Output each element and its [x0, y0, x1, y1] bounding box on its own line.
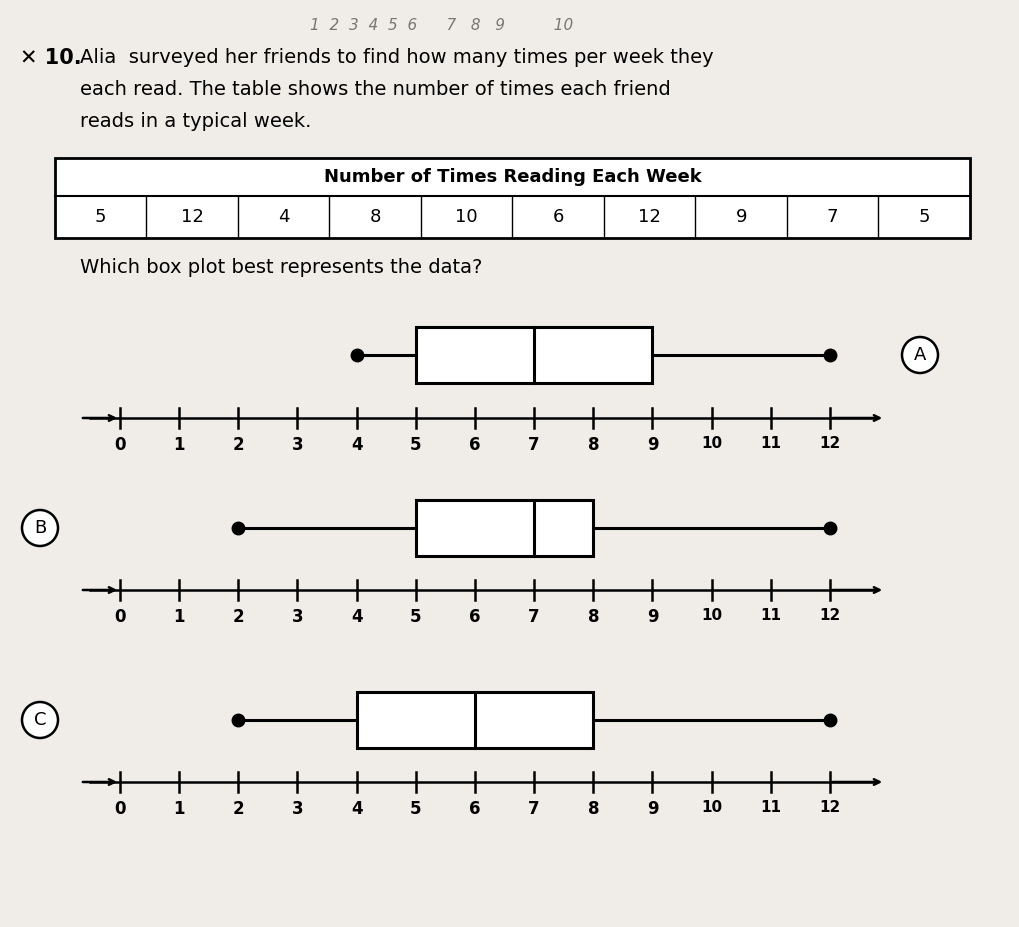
Text: 5: 5: [410, 800, 421, 818]
Text: 3: 3: [291, 608, 303, 626]
Text: 10: 10: [700, 436, 721, 451]
Text: 0: 0: [114, 608, 125, 626]
Text: 10: 10: [455, 208, 478, 226]
Bar: [55, 158, 969, 238]
Text: 12: 12: [818, 608, 840, 623]
Text: 8: 8: [587, 608, 598, 626]
Text: 7: 7: [826, 208, 838, 226]
Text: 9: 9: [646, 608, 657, 626]
Text: Alia  surveyed her friends to find how many times per week they: Alia surveyed her friends to find how ma…: [79, 48, 713, 67]
Text: reads in a typical week.: reads in a typical week.: [79, 112, 311, 131]
Text: 1  2  3  4  5  6      7   8   9          10: 1 2 3 4 5 6 7 8 9 10: [310, 18, 573, 33]
Text: 0: 0: [114, 800, 125, 818]
Text: 7: 7: [528, 436, 539, 454]
Text: 9: 9: [646, 436, 657, 454]
Text: 10: 10: [700, 608, 721, 623]
Text: 6: 6: [552, 208, 564, 226]
Text: 3: 3: [291, 800, 303, 818]
Text: 12: 12: [638, 208, 660, 226]
Text: 11: 11: [759, 800, 781, 815]
Bar: [416, 327, 652, 383]
Text: 4: 4: [351, 608, 362, 626]
Text: 6: 6: [469, 608, 480, 626]
Text: 9: 9: [646, 800, 657, 818]
Text: 6: 6: [469, 436, 480, 454]
Text: 4: 4: [351, 800, 362, 818]
Text: 1: 1: [173, 436, 184, 454]
Text: each read. The table shows the number of times each friend: each read. The table shows the number of…: [79, 80, 671, 99]
Text: 12: 12: [818, 436, 840, 451]
Text: 2: 2: [232, 800, 244, 818]
Text: 6: 6: [469, 800, 480, 818]
Text: 4: 4: [278, 208, 289, 226]
Bar: [416, 500, 593, 556]
Text: 9: 9: [735, 208, 746, 226]
Text: A: A: [913, 346, 925, 364]
Text: 4: 4: [351, 436, 362, 454]
Circle shape: [22, 702, 58, 738]
Text: 7: 7: [528, 608, 539, 626]
Text: ✕ 10.: ✕ 10.: [20, 48, 82, 68]
Text: 8: 8: [369, 208, 380, 226]
Text: 12: 12: [818, 800, 840, 815]
Text: 8: 8: [587, 800, 598, 818]
Text: 3: 3: [291, 436, 303, 454]
Text: Which box plot best represents the data?: Which box plot best represents the data?: [79, 258, 482, 277]
Text: Number of Times Reading Each Week: Number of Times Reading Each Week: [323, 168, 701, 186]
Text: 10: 10: [700, 800, 721, 815]
Text: C: C: [34, 711, 46, 729]
Text: 2: 2: [232, 608, 244, 626]
Text: 1: 1: [173, 800, 184, 818]
Circle shape: [901, 337, 937, 373]
Text: 11: 11: [759, 608, 781, 623]
Text: 5: 5: [410, 608, 421, 626]
Text: 5: 5: [95, 208, 106, 226]
Text: 5: 5: [917, 208, 929, 226]
Text: 8: 8: [587, 436, 598, 454]
Text: 0: 0: [114, 436, 125, 454]
Text: 7: 7: [528, 800, 539, 818]
Bar: [357, 692, 593, 748]
Text: 11: 11: [759, 436, 781, 451]
Text: 2: 2: [232, 436, 244, 454]
Text: 1: 1: [173, 608, 184, 626]
Text: 12: 12: [180, 208, 204, 226]
Text: B: B: [34, 519, 46, 537]
Circle shape: [22, 510, 58, 546]
Text: 5: 5: [410, 436, 421, 454]
